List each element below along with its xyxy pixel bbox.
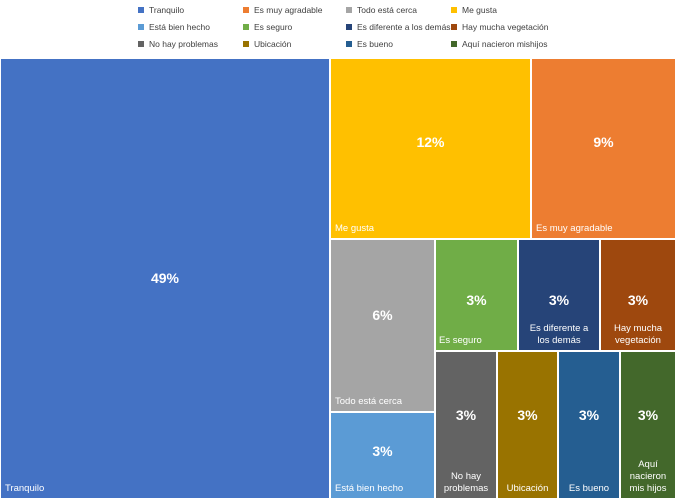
treemap-tile: 9% Es muy agradable [531,58,676,239]
tile-value-label: 3% [372,443,393,459]
legend-item: Tranquilo [138,4,184,16]
legend-label: Aquí nacieron mishijos [462,39,548,49]
tile-category-label: Me gusta [335,223,375,234]
legend-swatch [138,7,144,13]
treemap-tile: 12% Me gusta [330,58,531,239]
treemap-tile: 3% No hay problemas [435,351,497,499]
legend-label: Me gusta [462,5,497,15]
tile-value-label: 3% [548,292,570,308]
legend-label: Hay mucha vegetación [462,22,549,32]
treemap-tile: 3% Es seguro [435,239,518,351]
tile-category-label: No hay problemas [443,471,489,494]
tile-category-label: Es muy agradable [536,223,613,234]
tile-value-label: 3% [637,407,659,423]
treemap-tile: 3% Aquí nacieron mis hijos [620,351,676,499]
tile-value-label: 49% [150,269,180,286]
legend-swatch [451,41,457,47]
legend-item: Ubicación [243,38,291,50]
tile-category-label: Está bien hecho [335,483,404,494]
treemap-tile: 3% Es diferente a los demás [518,239,600,351]
treemap-tile: 49% Tranquilo [0,58,330,499]
treemap-tile: 3% Hay mucha vegetación [600,239,676,351]
tile-category-label: Ubicación [506,483,549,494]
tile-category-label: Todo está cerca [335,396,403,407]
legend-label: Es bueno [357,39,393,49]
legend-item: Es seguro [243,21,292,33]
tile-category-label: Es diferente a los demás [529,323,589,346]
legend-item: Es muy agradable [243,4,323,16]
legend-item: Es diferente a los demás [346,21,451,33]
legend-label: Ubicación [254,39,292,49]
tile-value-label: 3% [455,407,477,423]
legend-swatch [138,24,144,30]
legend-item: Hay mucha vegetación [451,21,548,33]
legend-item: Todo está cerca [346,4,417,16]
legend-label: Todo está cerca [357,5,418,15]
tile-value-label: 3% [517,407,538,423]
legend-swatch [451,7,457,13]
tile-category-label: Es bueno [568,483,610,494]
legend-swatch [138,41,144,47]
legend-label: Es muy agradable [254,5,323,15]
tile-value-label: 12% [416,133,445,150]
legend-swatch [243,41,249,47]
treemap-chart: 49% Tranquilo 12% Me gusta 9% Es muy agradabl… [0,58,676,499]
tile-value-label: 6% [372,306,393,323]
tile-category-label: Tranquilo [5,483,45,494]
legend-swatch [346,7,352,13]
legend-swatch [346,41,352,47]
legend-label: Tranquilo [149,5,185,15]
tile-value-label: 9% [593,133,614,150]
legend-item: No hay problemas [138,38,218,50]
legend-swatch [243,24,249,30]
treemap-tile: 3% Está bien hecho [330,412,435,499]
legend-item: Es bueno [346,38,393,50]
tile-category-label: Hay mucha vegetación [613,323,663,346]
chart-legend: Tranquilo Es muy agradable Todo está cerca… [0,0,676,58]
legend-item: Aquí nacieron mishijos [451,38,548,50]
legend-swatch [243,7,249,13]
tile-value-label: 3% [466,292,487,308]
legend-label: No hay problemas [149,39,218,49]
legend-label: Es seguro [254,22,293,32]
legend-swatch [451,24,457,30]
treemap-tile: 3% Ubicación [497,351,558,499]
treemap-tile: 3% Es bueno [558,351,620,499]
tile-category-label: Es seguro [439,335,482,346]
tile-category-label: Aquí nacieron mis hijos [629,459,667,494]
legend-label: Es diferente a los demás [357,22,451,32]
legend-label: Está bien hecho [149,22,210,32]
legend-swatch [346,24,352,30]
tile-value-label: 3% [627,292,649,308]
tile-value-label: 3% [578,407,600,423]
treemap-tile: 6% Todo está cerca [330,239,435,412]
legend-item: Está bien hecho [138,21,210,33]
legend-item: Me gusta [451,4,497,16]
